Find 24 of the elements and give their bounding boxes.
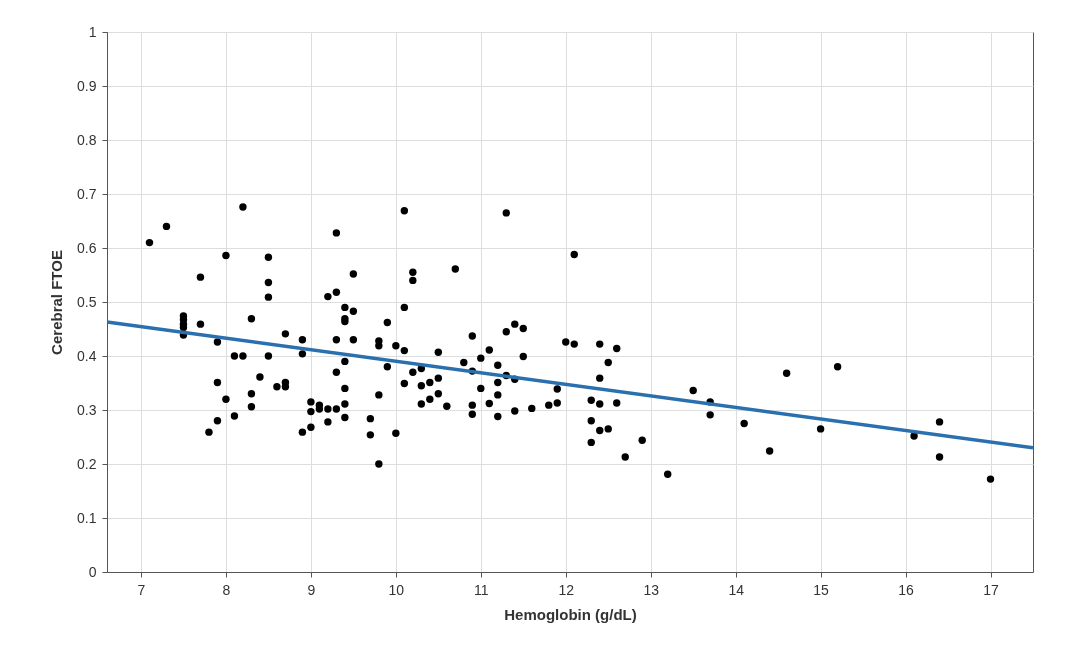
x-tick-label: 13	[643, 581, 660, 598]
y-tick-label: 0.7	[77, 185, 97, 202]
x-tick-label: 14	[728, 581, 745, 598]
y-axis-title: Cerebral FTOE	[48, 250, 66, 355]
x-tick-label: 7	[137, 581, 146, 598]
x-tick-label: 12	[558, 581, 575, 598]
x-tick-label: 8	[222, 581, 231, 598]
y-tick-label: 0.5	[77, 293, 97, 310]
x-tick-label: 16	[898, 581, 915, 598]
y-tick-label: 0.6	[77, 239, 97, 256]
y-tick-label: 0.1	[77, 509, 97, 526]
y-tick-label: 0.8	[77, 131, 97, 148]
x-tick-label: 17	[983, 581, 1000, 598]
y-tick-label: 0.4	[77, 347, 97, 364]
y-tick-label: 0.3	[77, 401, 97, 418]
y-tick-label: 0	[88, 563, 97, 580]
y-tick-label: 0.2	[77, 455, 97, 472]
x-axis-title: Hemoglobin (g/dL)	[504, 605, 637, 623]
y-tick-label: 0.9	[77, 77, 97, 94]
x-tick-label: 15	[813, 581, 830, 598]
x-tick-label: 11	[474, 581, 489, 598]
x-tick-label: 10	[388, 581, 405, 598]
y-tick-label: 1	[88, 23, 97, 40]
x-tick-label: 9	[307, 581, 316, 598]
